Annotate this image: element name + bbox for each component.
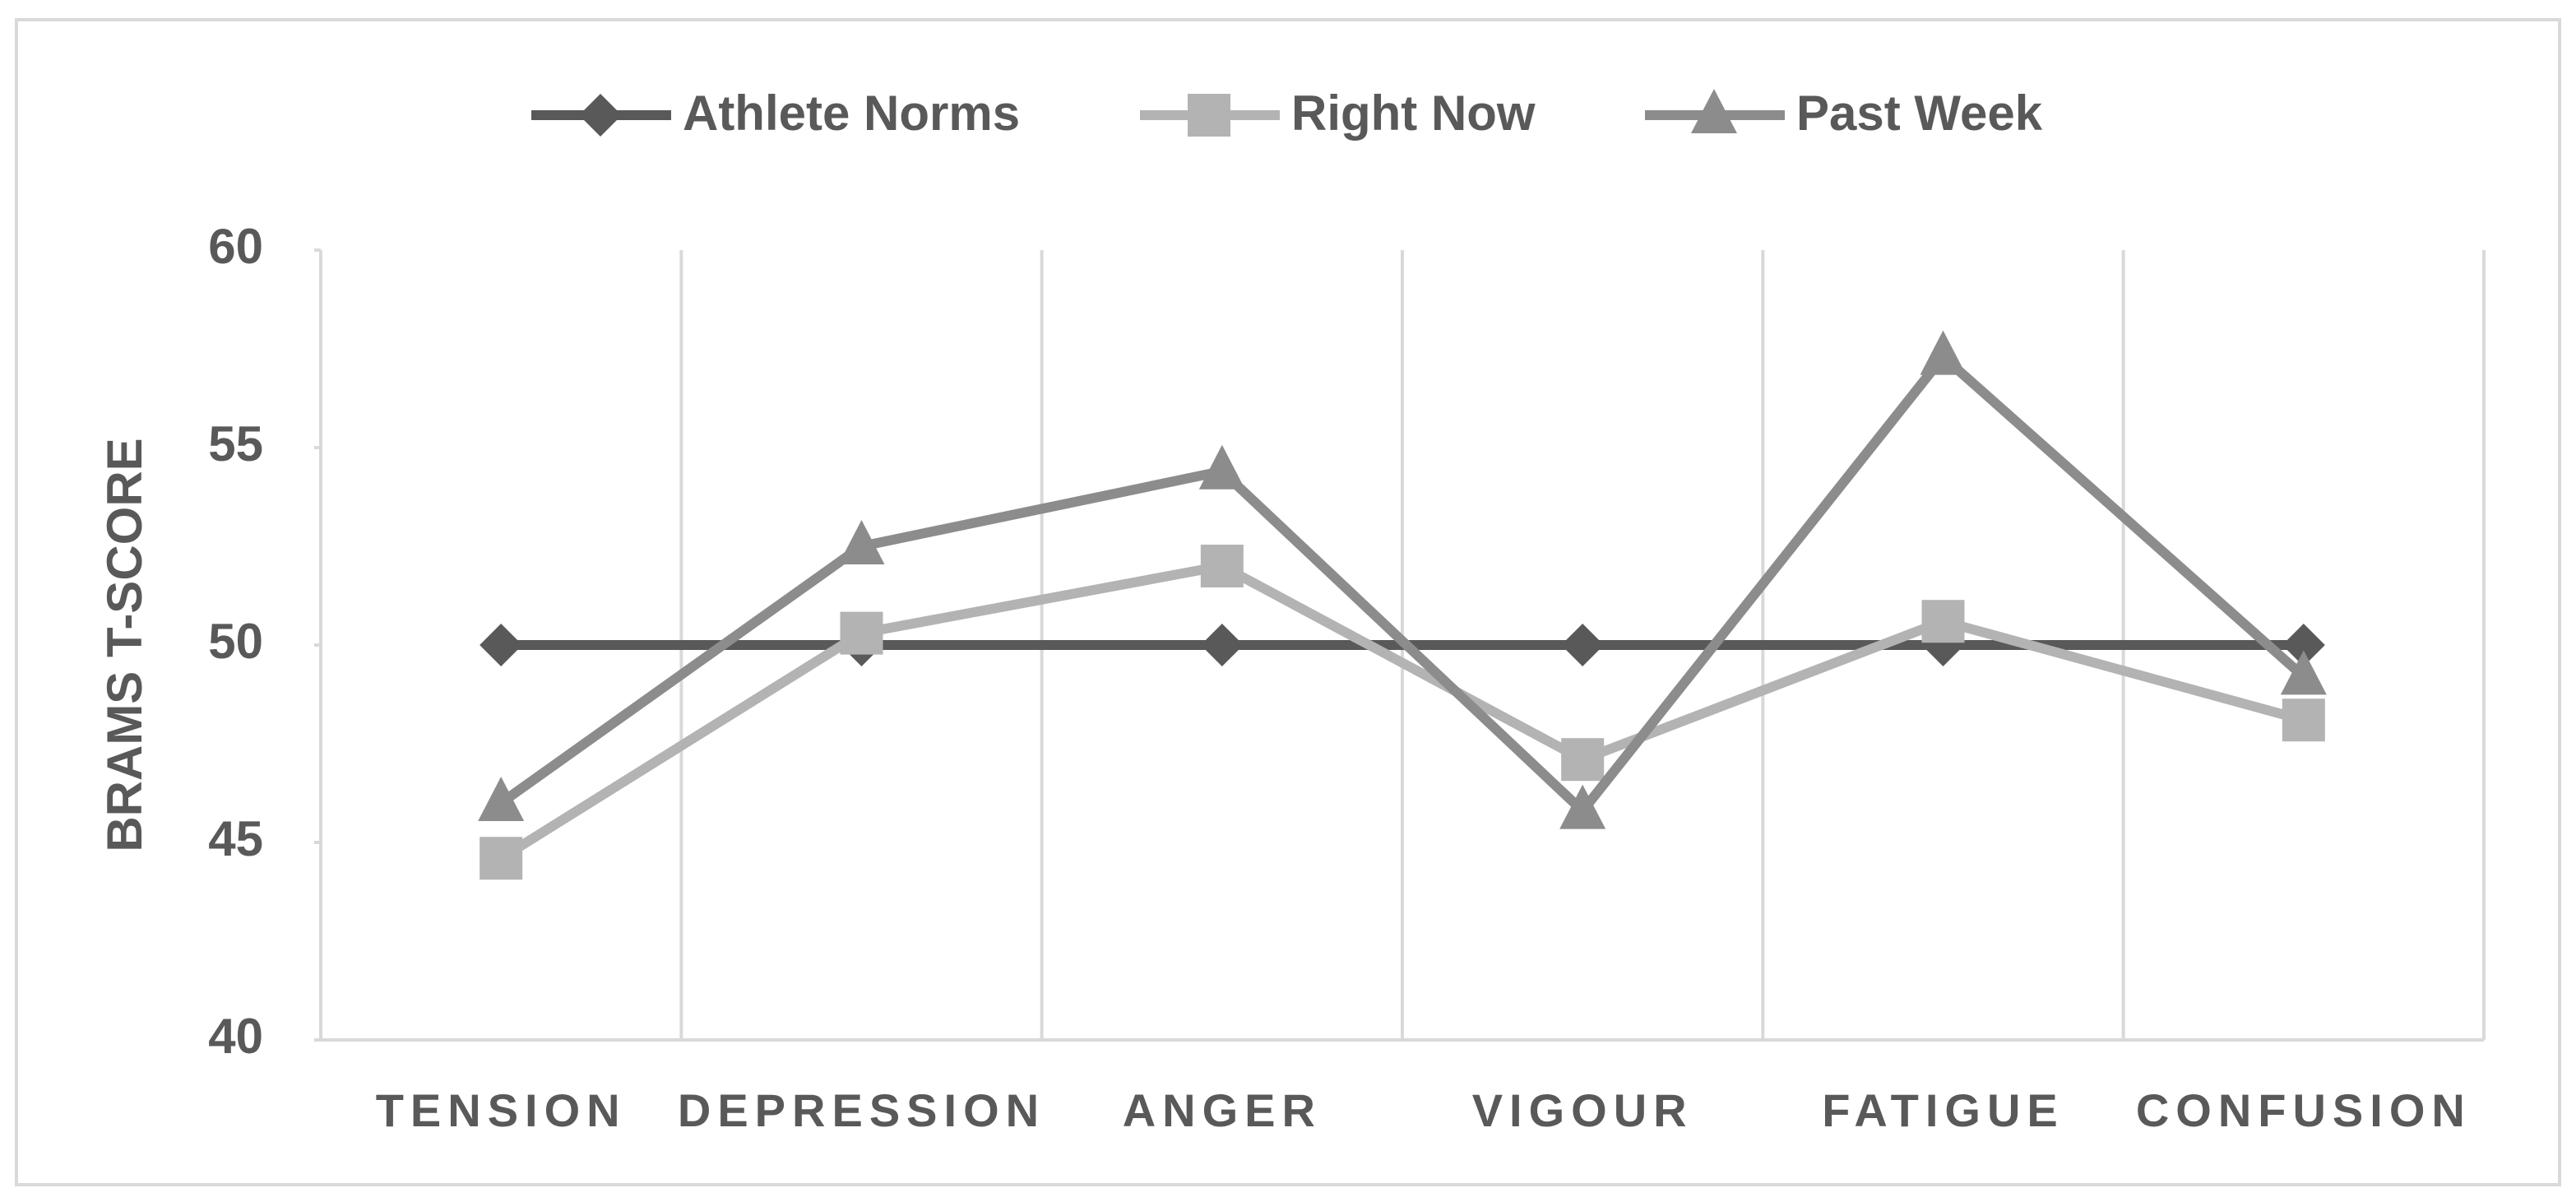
marker-diamond bbox=[579, 94, 622, 137]
x-tick-label: TENSION bbox=[376, 1084, 627, 1136]
marker-square bbox=[480, 837, 523, 880]
y-tick-label: 55 bbox=[208, 416, 263, 471]
marker-triangle bbox=[1920, 330, 1967, 375]
marker-triangle bbox=[1559, 784, 1606, 829]
x-tick-label: CONFUSION bbox=[2136, 1084, 2472, 1136]
marker-square bbox=[1200, 545, 1244, 587]
y-tick-label: 45 bbox=[208, 811, 263, 866]
y-axis-label: BRAMS T-SCORE bbox=[97, 438, 152, 852]
x-tick-label: FATIGUE bbox=[1822, 1084, 2064, 1136]
marker-triangle bbox=[1198, 444, 1245, 490]
marker-square bbox=[1921, 600, 1965, 643]
marker-diamond bbox=[1200, 624, 1244, 666]
marker-square bbox=[840, 611, 883, 655]
x-tick-label: VIGOUR bbox=[1472, 1084, 1693, 1136]
legend-label: Past Week bbox=[1796, 86, 2043, 141]
y-tick-label: 40 bbox=[208, 1009, 263, 1064]
x-tick-label: ANGER bbox=[1123, 1084, 1322, 1136]
y-tick-label: 50 bbox=[208, 614, 263, 669]
legend-label: Athlete Norms bbox=[683, 86, 1020, 141]
marker-triangle bbox=[2280, 650, 2327, 695]
marker-triangle bbox=[478, 777, 525, 821]
legend-label: Right Now bbox=[1291, 86, 1536, 141]
marker-triangle bbox=[838, 520, 885, 564]
series-line bbox=[498, 561, 2305, 863]
marker-diamond bbox=[1561, 624, 1605, 666]
series-line bbox=[498, 351, 2307, 816]
marker-square bbox=[2282, 698, 2325, 742]
marker-diamond bbox=[480, 624, 523, 666]
marker-diamond bbox=[2282, 624, 2325, 666]
y-tick-label: 60 bbox=[208, 219, 263, 274]
marker-square bbox=[1561, 738, 1605, 782]
x-tick-label: DEPRESSION bbox=[678, 1084, 1045, 1136]
marker-triangle bbox=[1691, 89, 1737, 133]
marker-square bbox=[1188, 94, 1230, 137]
